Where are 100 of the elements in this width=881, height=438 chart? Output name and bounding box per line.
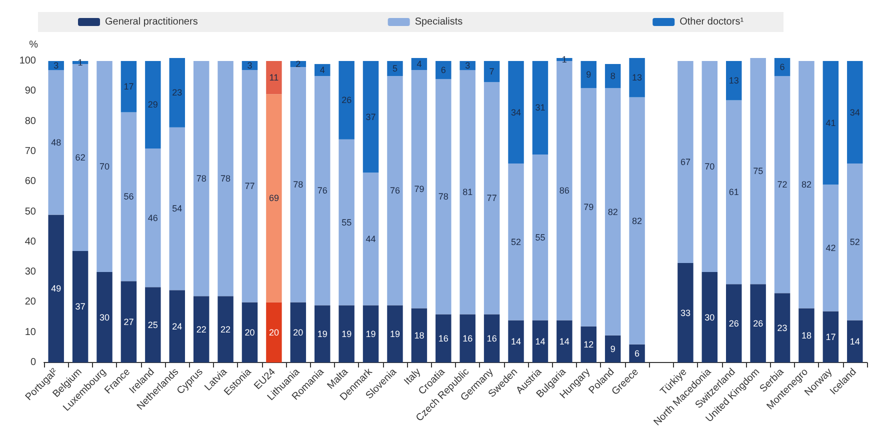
bar (290, 302, 306, 362)
x-tick-label: Italy (402, 366, 424, 388)
data-label: 31 (535, 102, 546, 113)
y-axis-title: % (29, 40, 38, 50)
data-label: 33 (680, 308, 690, 318)
bar (72, 250, 88, 362)
data-label: 14 (850, 336, 860, 346)
bar (387, 61, 403, 76)
bar (266, 94, 282, 302)
data-label: 20 (293, 327, 304, 338)
bar (72, 64, 88, 251)
data-label: 78 (438, 192, 448, 202)
bar (847, 61, 863, 164)
data-label: 77 (486, 193, 497, 204)
data-label: 19 (342, 328, 352, 339)
data-label: 79 (414, 184, 424, 194)
data-label: 16 (462, 333, 473, 344)
bar (120, 281, 137, 362)
data-label: 75 (753, 166, 764, 176)
bar (556, 320, 572, 362)
bar (193, 296, 210, 362)
bar (556, 61, 572, 320)
data-label: 17 (826, 332, 836, 342)
bar (822, 184, 839, 312)
bar (604, 64, 621, 88)
data-label: 9 (586, 70, 592, 80)
bar (48, 214, 64, 362)
legend-label: General practitioners (105, 16, 198, 28)
bar (218, 61, 234, 296)
data-label: 19 (366, 328, 376, 339)
data-label: 22 (220, 324, 231, 334)
data-label: 61 (728, 187, 739, 198)
bar (193, 61, 210, 296)
data-label: 20 (268, 327, 279, 338)
data-label: 70 (704, 162, 715, 172)
data-label: 8 (610, 71, 616, 82)
bar (145, 287, 161, 362)
bar (847, 164, 863, 320)
bar (169, 290, 185, 362)
data-label: 46 (148, 212, 158, 223)
bar (702, 272, 718, 362)
bar (436, 314, 452, 362)
y-tick-label: 0 (30, 356, 36, 368)
bar (484, 82, 500, 314)
data-label: 19 (317, 328, 328, 339)
data-label: 48 (51, 137, 62, 148)
legend-label: Specialists (414, 16, 463, 28)
bar (532, 154, 548, 320)
bar (145, 148, 161, 288)
bar (460, 70, 476, 314)
bar (460, 314, 476, 362)
data-label: 55 (535, 232, 546, 242)
bar (314, 305, 330, 362)
data-label: 55 (342, 217, 352, 228)
y-tick-label: 70 (24, 146, 36, 157)
data-label: 44 (366, 234, 376, 244)
data-label: 25 (148, 320, 158, 330)
data-label: 34 (511, 107, 522, 118)
bar (120, 61, 137, 112)
bar (436, 79, 452, 314)
data-label: 78 (293, 180, 304, 190)
data-label: 20 (244, 327, 255, 338)
data-label: 82 (632, 216, 642, 226)
data-label: 14 (535, 336, 546, 346)
y-tick-label: 90 (24, 86, 36, 97)
data-label: 18 (414, 330, 424, 340)
data-label: 11 (269, 72, 279, 83)
bar (266, 302, 282, 362)
bar (508, 164, 524, 320)
data-label: 7 (489, 66, 494, 77)
bar (338, 305, 354, 362)
data-label: 54 (172, 204, 182, 214)
data-label: 18 (801, 330, 812, 340)
bar (580, 326, 596, 362)
bar (774, 58, 790, 76)
bar (242, 302, 258, 362)
bar (362, 305, 379, 362)
bar (702, 61, 718, 272)
bar (726, 284, 742, 362)
bar (774, 293, 790, 362)
data-label: 37 (75, 302, 86, 312)
data-label: 13 (728, 76, 739, 86)
data-label: 67 (680, 157, 690, 168)
bar (629, 97, 645, 344)
data-label: 23 (777, 322, 788, 333)
data-label: 17 (124, 82, 134, 92)
bar (798, 61, 814, 308)
bar (678, 263, 694, 362)
bar (532, 320, 548, 362)
data-label: 3 (465, 60, 470, 71)
bar (266, 61, 282, 94)
bar (847, 320, 863, 362)
data-label: 5 (392, 64, 398, 74)
bar (774, 76, 790, 294)
bar (678, 61, 694, 264)
bar (629, 58, 645, 98)
bar (362, 61, 379, 173)
bar (338, 61, 354, 140)
bar (411, 70, 428, 308)
data-label: 52 (850, 236, 860, 247)
